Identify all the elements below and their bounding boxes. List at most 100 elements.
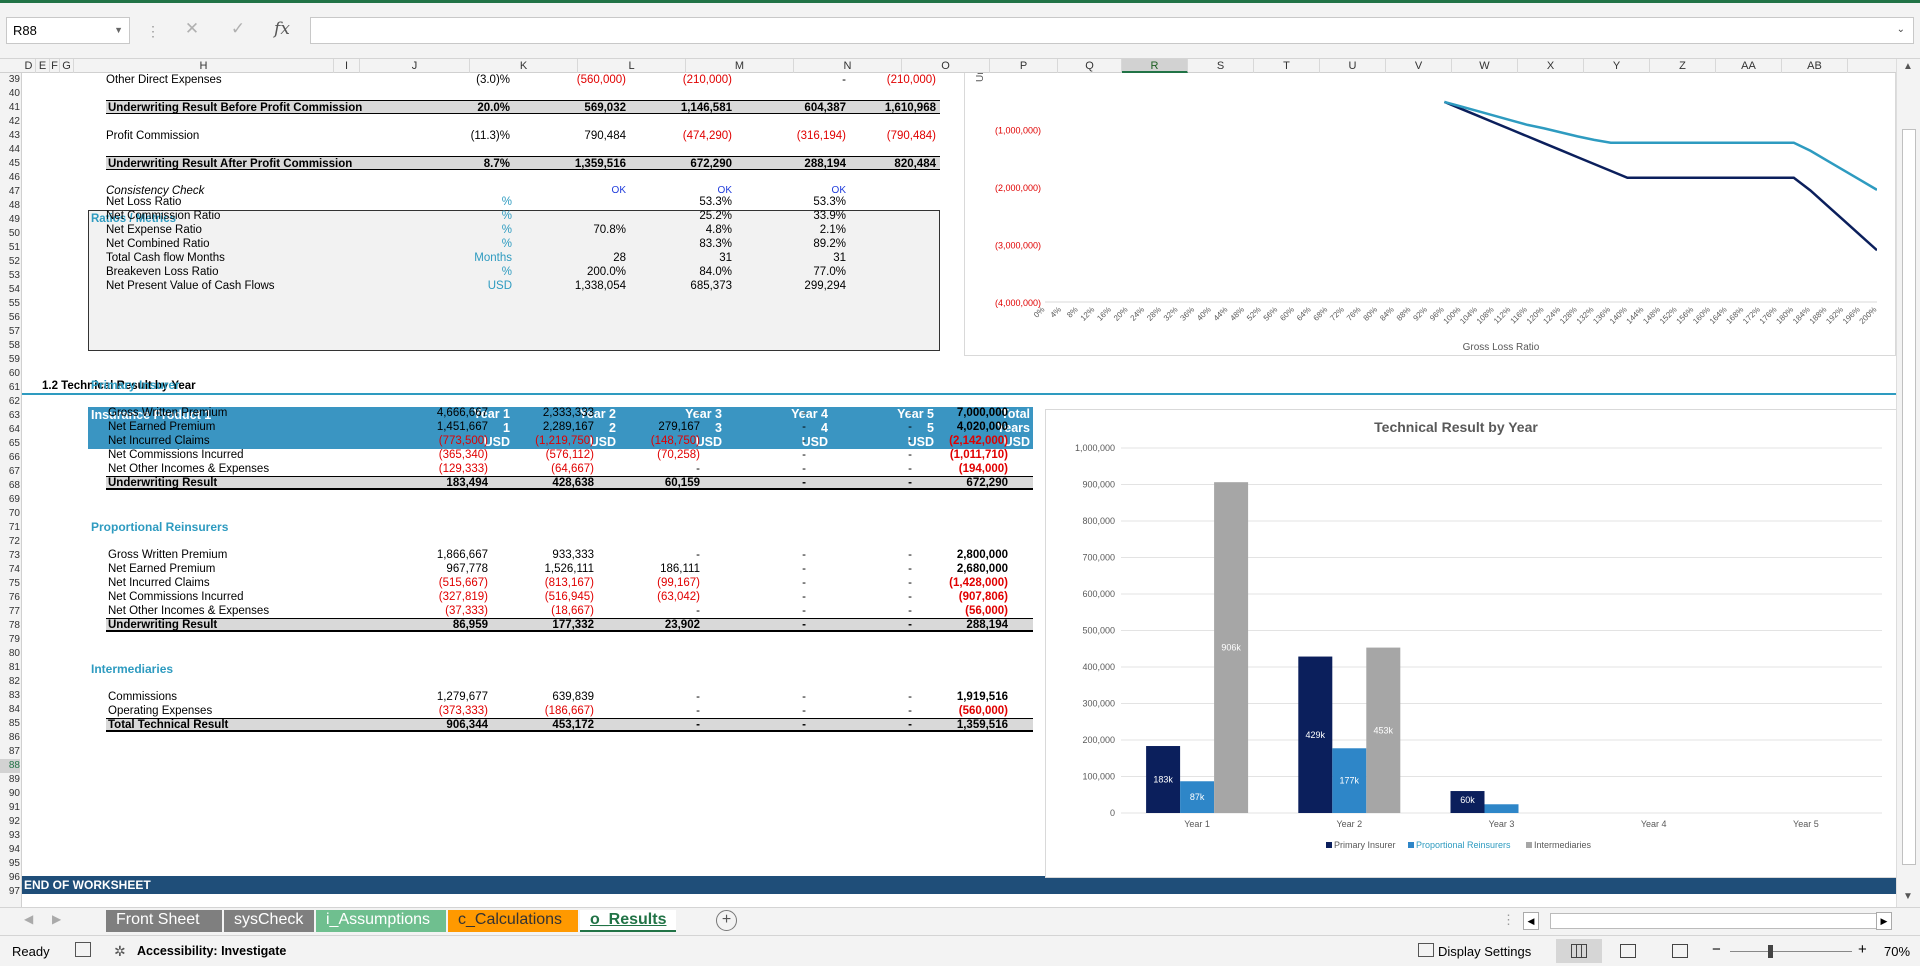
row-header[interactable]: 42	[8, 116, 20, 127]
column-header[interactable]: X	[1518, 59, 1584, 73]
row-header[interactable]: 45	[8, 158, 20, 169]
row-header[interactable]: 52	[8, 256, 20, 267]
tab-prev-icon[interactable]: ◀	[24, 912, 34, 926]
row-header[interactable]: 44	[8, 144, 20, 155]
accessibility-status[interactable]: Accessibility: Investigate	[137, 944, 287, 958]
tab-i-assumptions[interactable]: i_Assumptions	[316, 910, 446, 932]
page-layout-icon[interactable]	[1620, 944, 1636, 958]
row-header[interactable]: 60	[8, 368, 20, 379]
row-header[interactable]: 89	[8, 774, 20, 785]
tab-front-sheet[interactable]: Front Sheet	[106, 910, 222, 932]
row-header[interactable]: 56	[8, 312, 20, 323]
chevron-down-icon[interactable]: ▼	[114, 25, 123, 35]
row-header[interactable]: 79	[8, 634, 20, 645]
row-header[interactable]: 48	[8, 200, 20, 211]
row-header[interactable]: 65	[8, 438, 20, 449]
row-header[interactable]: 63	[8, 410, 20, 421]
zoom-level[interactable]: 70%	[1884, 944, 1911, 959]
column-header[interactable]: M	[686, 59, 794, 73]
column-header[interactable]: F	[50, 59, 60, 73]
name-box[interactable]: R88 ▼	[6, 17, 130, 44]
row-header[interactable]: 66	[8, 452, 20, 463]
hscroll-right-icon[interactable]: ▶	[1876, 912, 1892, 930]
row-header[interactable]: 71	[8, 522, 20, 533]
row-header[interactable]: 76	[8, 592, 20, 603]
horizontal-scrollbar[interactable]	[1550, 913, 1878, 929]
column-header[interactable]: L	[578, 59, 686, 73]
row-header[interactable]: 58	[8, 340, 20, 351]
row-header[interactable]: 77	[8, 606, 20, 617]
column-header[interactable]: Y	[1584, 59, 1650, 73]
bar-chart[interactable]: Technical Result by Year 0 100,000 200,000 3…	[1045, 409, 1896, 878]
row-header[interactable]: 95	[8, 858, 20, 869]
column-header[interactable]: P	[990, 59, 1058, 73]
column-header[interactable]: Q	[1058, 59, 1122, 73]
normal-view-icon[interactable]	[1556, 939, 1602, 963]
row-header[interactable]: 78	[8, 620, 20, 631]
scroll-down-icon[interactable]: ▼	[1903, 891, 1913, 902]
display-settings[interactable]: Display Settings	[1438, 944, 1532, 959]
zoom-slider[interactable]	[1730, 951, 1852, 952]
row-header[interactable]: 43	[8, 130, 20, 141]
zoom-in-icon[interactable]: +	[1858, 941, 1867, 958]
row-header[interactable]: 88	[0, 759, 20, 773]
row-header[interactable]: 84	[8, 704, 20, 715]
row-header[interactable]: 97	[8, 886, 20, 897]
column-header[interactable]: AB	[1782, 59, 1848, 73]
scroll-up-icon[interactable]: ▲	[1903, 61, 1913, 72]
row-header[interactable]: 49	[8, 214, 20, 225]
hscroll-left-icon[interactable]: ◀	[1523, 912, 1539, 930]
row-header[interactable]: 68	[8, 480, 20, 491]
row-header[interactable]: 61	[8, 382, 20, 393]
row-header[interactable]: 96	[8, 872, 20, 883]
column-header[interactable]: E	[36, 59, 50, 73]
row-header[interactable]: 73	[8, 550, 20, 561]
display-settings-icon[interactable]	[1418, 943, 1434, 957]
row-header[interactable]: 81	[8, 662, 20, 673]
row-header[interactable]: 94	[8, 844, 20, 855]
row-header[interactable]: 69	[8, 494, 20, 505]
row-header[interactable]: 57	[8, 326, 20, 337]
row-header[interactable]: 55	[8, 298, 20, 309]
macro-record-icon[interactable]	[75, 942, 91, 957]
row-header[interactable]: 80	[8, 648, 20, 659]
column-header[interactable]: W	[1452, 59, 1518, 73]
formula-input[interactable]: ⌄	[310, 17, 1914, 44]
line-chart[interactable]: (1,000,000) (2,000,000) (3,000,000) (4,000,…	[964, 73, 1896, 356]
row-header[interactable]: 85	[8, 718, 20, 729]
row-header[interactable]: 64	[8, 424, 20, 435]
column-header[interactable]: Z	[1650, 59, 1716, 73]
column-header[interactable]: K	[470, 59, 578, 73]
row-header[interactable]: 83	[8, 690, 20, 701]
row-header[interactable]: 39	[8, 74, 20, 85]
row-header[interactable]: 62	[8, 396, 20, 407]
row-header[interactable]: 47	[8, 186, 20, 197]
enter-icon[interactable]: ✓	[230, 19, 246, 38]
tab-next-icon[interactable]: ▶	[52, 912, 62, 926]
column-header[interactable]: H	[74, 59, 334, 73]
row-header[interactable]: 91	[8, 802, 20, 813]
row-header[interactable]: 67	[8, 466, 20, 477]
row-header[interactable]: 46	[8, 172, 20, 183]
row-header[interactable]: 51	[8, 242, 20, 253]
row-header[interactable]: 82	[8, 676, 20, 687]
tab-syscheck[interactable]: sysCheck	[224, 910, 314, 932]
row-header[interactable]: 54	[8, 284, 20, 295]
row-header[interactable]: 41	[8, 102, 20, 113]
column-header[interactable]: G	[60, 59, 74, 73]
zoom-out-icon[interactable]: −	[1712, 941, 1721, 958]
row-header[interactable]: 87	[8, 746, 20, 757]
tab-o-results[interactable]: o_Results	[580, 910, 676, 932]
chevron-down-icon[interactable]: ⌄	[1896, 24, 1905, 35]
more-options-icon[interactable]: ⋮	[1502, 912, 1515, 927]
row-header[interactable]: 90	[8, 788, 20, 799]
column-header[interactable]: T	[1254, 59, 1320, 73]
column-header[interactable]: AA	[1716, 59, 1782, 73]
row-header[interactable]: 72	[8, 536, 20, 547]
row-header[interactable]: 86	[8, 732, 20, 743]
column-header[interactable]: O	[902, 59, 990, 73]
row-header[interactable]: 70	[8, 508, 20, 519]
worksheet-grid[interactable]: Other Direct Expenses (3.0)% (560,000) (…	[22, 73, 1896, 907]
page-break-icon[interactable]	[1672, 944, 1688, 958]
row-header[interactable]: 53	[8, 270, 20, 281]
